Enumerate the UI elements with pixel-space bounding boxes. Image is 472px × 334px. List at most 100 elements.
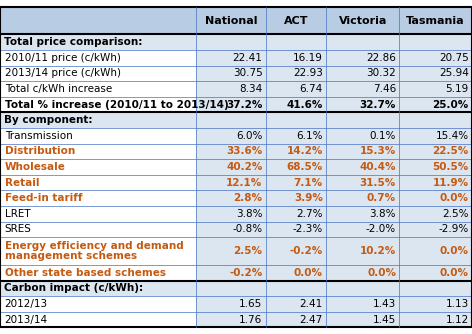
Text: 25.94: 25.94 xyxy=(439,68,469,78)
Bar xyxy=(266,175,326,190)
Bar xyxy=(399,81,472,97)
Bar xyxy=(196,296,266,312)
Text: 1.76: 1.76 xyxy=(239,315,262,325)
Text: Victoria: Victoria xyxy=(338,16,387,26)
Text: 0.1%: 0.1% xyxy=(370,131,396,141)
Bar xyxy=(266,237,326,265)
Text: 32.7%: 32.7% xyxy=(360,100,396,110)
Text: 31.5%: 31.5% xyxy=(360,178,396,188)
Text: Feed-in tariff: Feed-in tariff xyxy=(5,193,82,203)
Bar xyxy=(326,312,399,327)
Text: 7.46: 7.46 xyxy=(373,84,396,94)
Bar xyxy=(266,206,326,221)
Bar xyxy=(0,113,472,128)
Text: -2.9%: -2.9% xyxy=(438,224,469,234)
Text: By component:: By component: xyxy=(4,115,92,125)
Bar xyxy=(399,128,472,144)
Bar xyxy=(399,296,472,312)
Text: 0.0%: 0.0% xyxy=(440,268,469,278)
Text: 37.2%: 37.2% xyxy=(226,100,262,110)
Bar xyxy=(326,296,399,312)
Text: LRET: LRET xyxy=(5,209,30,219)
Text: 5.19: 5.19 xyxy=(446,84,469,94)
Text: 2010/11 price (c/kWh): 2010/11 price (c/kWh) xyxy=(5,53,120,63)
Bar xyxy=(0,265,196,281)
Text: -0.2%: -0.2% xyxy=(290,246,323,256)
Bar xyxy=(266,50,326,66)
Bar xyxy=(196,50,266,66)
Text: 22.5%: 22.5% xyxy=(432,146,469,156)
Bar xyxy=(196,221,266,237)
Text: 7.1%: 7.1% xyxy=(294,178,323,188)
Text: 3.8%: 3.8% xyxy=(370,209,396,219)
Text: 1.45: 1.45 xyxy=(373,315,396,325)
Bar xyxy=(326,190,399,206)
Text: Other state based schemes: Other state based schemes xyxy=(5,268,166,278)
Bar xyxy=(326,206,399,221)
Text: 68.5%: 68.5% xyxy=(287,162,323,172)
Bar xyxy=(196,190,266,206)
Text: 0.0%: 0.0% xyxy=(367,268,396,278)
Text: 22.41: 22.41 xyxy=(233,53,262,63)
Text: 15.3%: 15.3% xyxy=(360,146,396,156)
Text: 2012/13: 2012/13 xyxy=(5,299,48,309)
Text: 1.12: 1.12 xyxy=(446,315,469,325)
Text: 22.86: 22.86 xyxy=(366,53,396,63)
Text: 10.2%: 10.2% xyxy=(360,246,396,256)
Bar xyxy=(0,296,196,312)
Bar xyxy=(0,281,472,296)
Text: ACT: ACT xyxy=(284,16,308,26)
Bar xyxy=(196,81,266,97)
Bar xyxy=(196,97,266,113)
Bar xyxy=(0,190,196,206)
Bar xyxy=(266,159,326,175)
Bar xyxy=(399,50,472,66)
Text: -0.2%: -0.2% xyxy=(229,268,262,278)
Bar xyxy=(196,265,266,281)
Bar xyxy=(326,50,399,66)
Text: 0.0%: 0.0% xyxy=(440,246,469,256)
Text: Transmission: Transmission xyxy=(5,131,73,141)
Bar xyxy=(266,190,326,206)
Text: 3.9%: 3.9% xyxy=(294,193,323,203)
Text: 2.8%: 2.8% xyxy=(234,193,262,203)
Bar xyxy=(266,97,326,113)
Bar xyxy=(399,265,472,281)
Bar xyxy=(266,312,326,327)
Text: 12.1%: 12.1% xyxy=(226,178,262,188)
Text: 2013/14: 2013/14 xyxy=(5,315,48,325)
Bar xyxy=(266,221,326,237)
Bar xyxy=(0,144,196,159)
Text: 8.34: 8.34 xyxy=(239,84,262,94)
Bar xyxy=(326,66,399,81)
Bar xyxy=(399,221,472,237)
Text: 0.0%: 0.0% xyxy=(440,193,469,203)
Text: 16.19: 16.19 xyxy=(293,53,323,63)
Bar xyxy=(326,144,399,159)
Bar xyxy=(399,97,472,113)
Bar xyxy=(196,312,266,327)
Text: 30.75: 30.75 xyxy=(233,68,262,78)
Text: Distribution: Distribution xyxy=(5,146,75,156)
Text: 22.93: 22.93 xyxy=(293,68,323,78)
Bar xyxy=(0,221,196,237)
Bar xyxy=(266,128,326,144)
Text: National: National xyxy=(204,16,257,26)
Bar xyxy=(0,66,196,81)
Bar xyxy=(326,97,399,113)
Bar xyxy=(0,237,196,265)
Bar xyxy=(399,66,472,81)
Text: 2.47: 2.47 xyxy=(300,315,323,325)
Bar xyxy=(399,175,472,190)
Text: 0.0%: 0.0% xyxy=(294,268,323,278)
Bar xyxy=(196,144,266,159)
Text: 1.13: 1.13 xyxy=(446,299,469,309)
Text: 2.5%: 2.5% xyxy=(442,209,469,219)
Bar xyxy=(399,190,472,206)
Text: -2.0%: -2.0% xyxy=(366,224,396,234)
Text: Wholesale: Wholesale xyxy=(5,162,66,172)
Text: 30.32: 30.32 xyxy=(366,68,396,78)
Bar xyxy=(0,312,196,327)
Text: 1.65: 1.65 xyxy=(239,299,262,309)
Bar xyxy=(196,128,266,144)
